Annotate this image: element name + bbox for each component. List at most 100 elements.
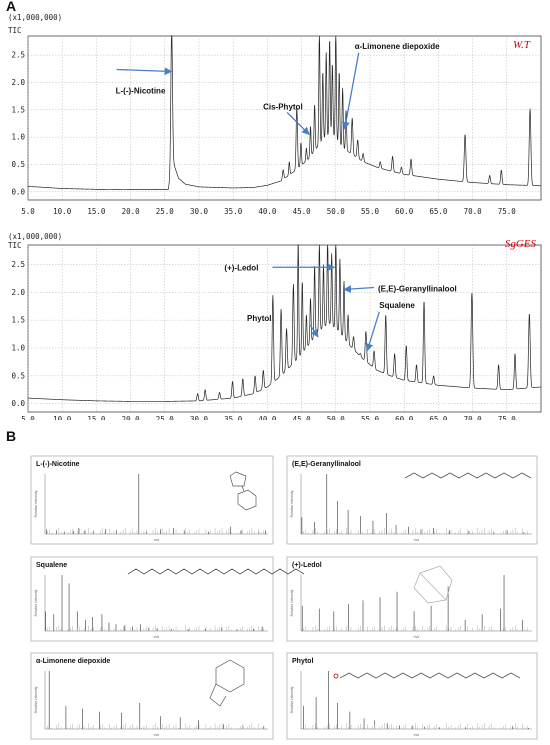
spectrum-y-label: Relative Intensity (290, 490, 294, 517)
x-tick-label: 55.0 (361, 207, 380, 216)
x-tick-label: 35.0 (224, 207, 243, 216)
annotation-arrow (309, 324, 319, 338)
x-tick-label: 20.0 (122, 415, 141, 420)
spectrum-frame (30, 556, 274, 642)
spectrum-noise (44, 528, 264, 534)
spectrum-noise (300, 528, 528, 534)
peak-annotation: (E,E)-Geranyllinalool (378, 285, 457, 294)
spectrum-noise (300, 625, 528, 631)
x-tick-label: 65.0 (429, 415, 448, 420)
x-tick-label: 30.0 (190, 207, 209, 216)
x-tick-label: 55.0 (361, 415, 380, 420)
panel-a-label: A (6, 0, 17, 14)
tic-trace (27, 34, 541, 190)
x-tick-label: 40.0 (258, 207, 277, 216)
signal-label: TIC (8, 26, 22, 35)
geranyllinalool-structure (404, 472, 532, 479)
x-tick-label: 45.0 (293, 207, 312, 216)
mass-spectrum-ms-ledol: (+)-Ledol Relative Intensity m/z (286, 556, 538, 642)
nicotine-bond (241, 485, 245, 492)
x-tick-label: 10.0 (53, 207, 72, 216)
limonene-diepoxide-epoxide (209, 683, 227, 707)
y-tick-label: 0.5 (11, 371, 25, 380)
spectrum-y-label: Relative Intensity (290, 589, 294, 616)
spectrum-title: α-Limonene diepoxide (36, 658, 110, 665)
y-tick-label: 1.5 (11, 105, 25, 114)
plot-frame (27, 35, 542, 201)
limonene-diepoxide-structure (215, 659, 245, 693)
nicotine-ring (237, 489, 257, 511)
x-tick-label: 10.0 (53, 415, 72, 420)
x-tick-label: 60.0 (395, 415, 414, 420)
x-tick-label: 15.0 (87, 415, 106, 420)
structure-drawings (127, 471, 532, 707)
mass-spectrum-ms-phytol: Phytol Relative Intensity m/z (286, 652, 538, 740)
spectrum-frame (30, 455, 274, 545)
peak-annotation: (+)-Ledol (224, 263, 258, 272)
peak-annotation: L-(-)-Nicotine (116, 87, 166, 96)
x-tick-label: 30.0 (190, 415, 209, 420)
chromatogram-sgges: 5.0 10.0 15.0 20.0 25.0 30.0 35.0 40.0 45.0 50.0 5… (8, 232, 542, 420)
peak-annotation: Phytol (247, 314, 271, 323)
sample-label: W.T (513, 39, 531, 51)
x-tick-label: 50.0 (327, 415, 346, 420)
spectrum-frame (286, 652, 538, 740)
spectrum-x-label: m/z (154, 538, 160, 542)
scale-label: (x1,000,000) (8, 232, 62, 241)
spectrum-noise (44, 625, 264, 631)
spectrum-title: Phytol (292, 658, 313, 665)
spectrum-y-label: Relative Intensity (34, 490, 38, 517)
spectrum-y-label: Relative Intensity (34, 686, 38, 713)
x-tick-label: 75.0 (498, 415, 517, 420)
spectrum-x-label: m/z (414, 538, 420, 542)
y-tick-label: 0.0 (11, 187, 25, 196)
spectrum-x-label: m/z (414, 635, 420, 639)
spectrum-noise (44, 723, 264, 729)
spectrum-x-label: m/z (414, 733, 420, 737)
peak-annotation: Squalene (379, 301, 415, 310)
y-tick-label: 2.5 (11, 51, 25, 60)
annotation-arrow (342, 52, 360, 130)
tic-trace (27, 244, 541, 402)
y-tick-label: 1.0 (11, 343, 25, 352)
y-tick-label: 2.0 (11, 78, 25, 87)
spectrum-title: L-(-)-Nicotine (36, 461, 80, 468)
mass-spectrum-ms-nicotine: L-(-)-Nicotine Relative Intensity m/z (30, 455, 274, 545)
x-tick-label: 65.0 (429, 207, 448, 216)
x-tick-label: 70.0 (464, 207, 483, 216)
squalene-structure (127, 568, 305, 575)
x-tick-label: 15.0 (87, 207, 106, 216)
spectrum-title: (+)-Ledol (292, 562, 322, 569)
spectrum-y-label: Relative Intensity (34, 589, 38, 616)
y-tick-label: 0.5 (11, 160, 25, 169)
mass-spectrum-ms-geranyllinalool: (E,E)-Geranyllinalool Relative Intensity m… (286, 455, 538, 545)
chromatogram-wt: 5.0 10.0 15.0 20.0 25.0 30.0 35.0 40.0 45.0 50.0 5… (8, 13, 542, 216)
annotation-arrow (286, 111, 310, 135)
spectrum-title: (E,E)-Geranyllinalool (292, 461, 361, 468)
x-tick-label: 25.0 (156, 207, 175, 216)
spectrum-x-label: m/z (154, 733, 160, 737)
x-tick-label: 5.0 (21, 207, 35, 216)
mass-spectrum-ms-squalene: Squalene Relative Intensity m/z (30, 556, 274, 642)
annotation-arrow (365, 311, 380, 352)
sample-label: SgGES (505, 238, 537, 250)
mass-spectrum-ms-limonene-diepoxide: α-Limonene diepoxide Relative Intensity m/… (30, 652, 274, 740)
y-tick-label: 2.0 (11, 288, 25, 297)
peak-annotation: α-Limonene diepoxide (355, 42, 440, 51)
x-tick-label: 75.0 (498, 207, 517, 216)
tic-chromatograms: 5.0 10.0 15.0 20.0 25.0 30.0 35.0 40.0 45.0 50.0 5… (8, 13, 542, 420)
y-tick-label: 1.5 (11, 316, 25, 325)
annotation-arrow (343, 285, 375, 293)
spectrum-title: Squalene (36, 562, 67, 569)
x-tick-label: 60.0 (395, 207, 414, 216)
scale-label: (x1,000,000) (8, 13, 62, 22)
spectrum-x-label: m/z (154, 635, 160, 639)
signal-label: TIC (8, 241, 22, 250)
y-tick-label: 2.5 (11, 260, 25, 269)
x-tick-label: 70.0 (464, 415, 483, 420)
x-tick-label: 20.0 (122, 207, 141, 216)
x-tick-label: 35.0 (224, 415, 243, 420)
spectrum-frame (30, 652, 274, 740)
phytol-hydroxyl (333, 673, 339, 679)
x-tick-label: 25.0 (156, 415, 175, 420)
